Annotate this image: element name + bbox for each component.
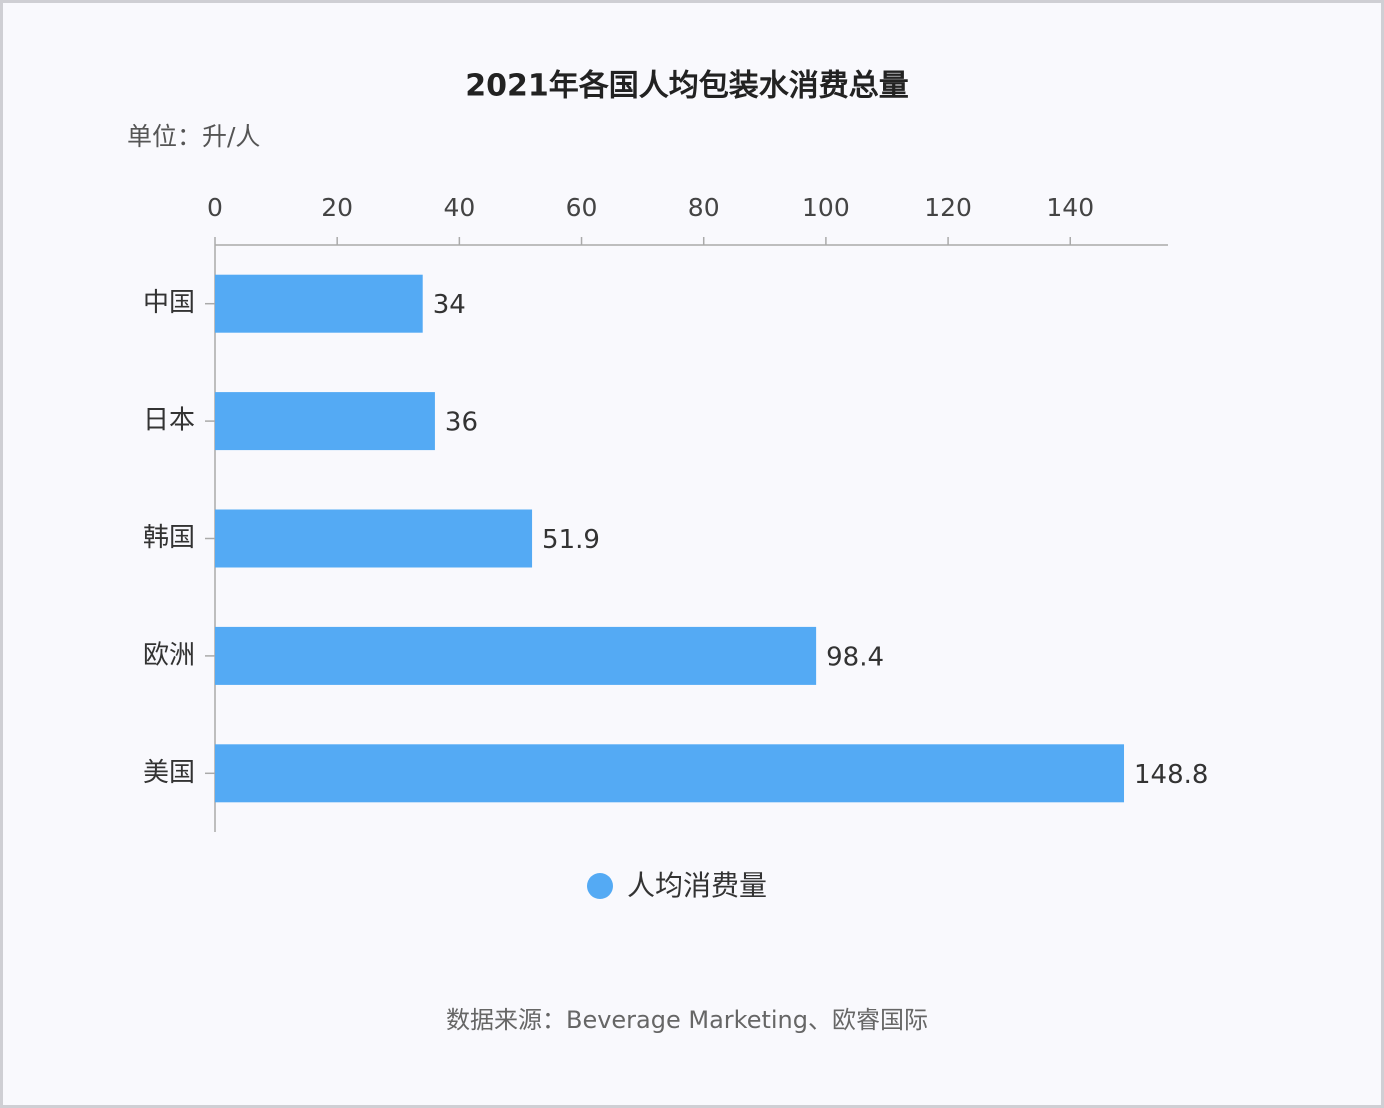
- bar: [215, 392, 435, 451]
- bar: [215, 744, 1125, 803]
- y-tick-label: 日本: [143, 406, 195, 436]
- bar: [215, 626, 817, 685]
- x-tick-label: 60: [566, 193, 598, 222]
- y-tick-label: 美国: [143, 758, 195, 788]
- x-tick-label: 140: [1046, 193, 1094, 222]
- x-tick-label: 80: [688, 193, 720, 222]
- value-label: 148.8: [1134, 760, 1208, 790]
- x-tick-label: 120: [924, 193, 972, 222]
- x-tick-label: 100: [802, 193, 850, 222]
- y-tick-label: 韩国: [143, 523, 195, 553]
- unit-label: 单位：升/人: [127, 122, 260, 151]
- bar: [215, 274, 423, 333]
- chart-title: 2021年各国人均包装水消费总量: [465, 69, 909, 104]
- value-label: 51.9: [542, 525, 600, 555]
- source: 数据来源：Beverage Marketing、欧睿国际: [446, 1006, 928, 1034]
- bar: [215, 509, 533, 568]
- x-tick-label: 0: [207, 193, 223, 222]
- y-tick-label: 欧洲: [143, 640, 195, 670]
- value-label: 36: [445, 408, 478, 438]
- value-label: 98.4: [826, 642, 884, 672]
- x-tick-label: 20: [321, 193, 353, 222]
- y-tick-label: 中国: [143, 288, 195, 318]
- legend-label: 人均消费量: [627, 869, 767, 902]
- legend-marker: [587, 873, 613, 899]
- value-label: 34: [433, 290, 466, 320]
- x-tick-label: 40: [443, 193, 475, 222]
